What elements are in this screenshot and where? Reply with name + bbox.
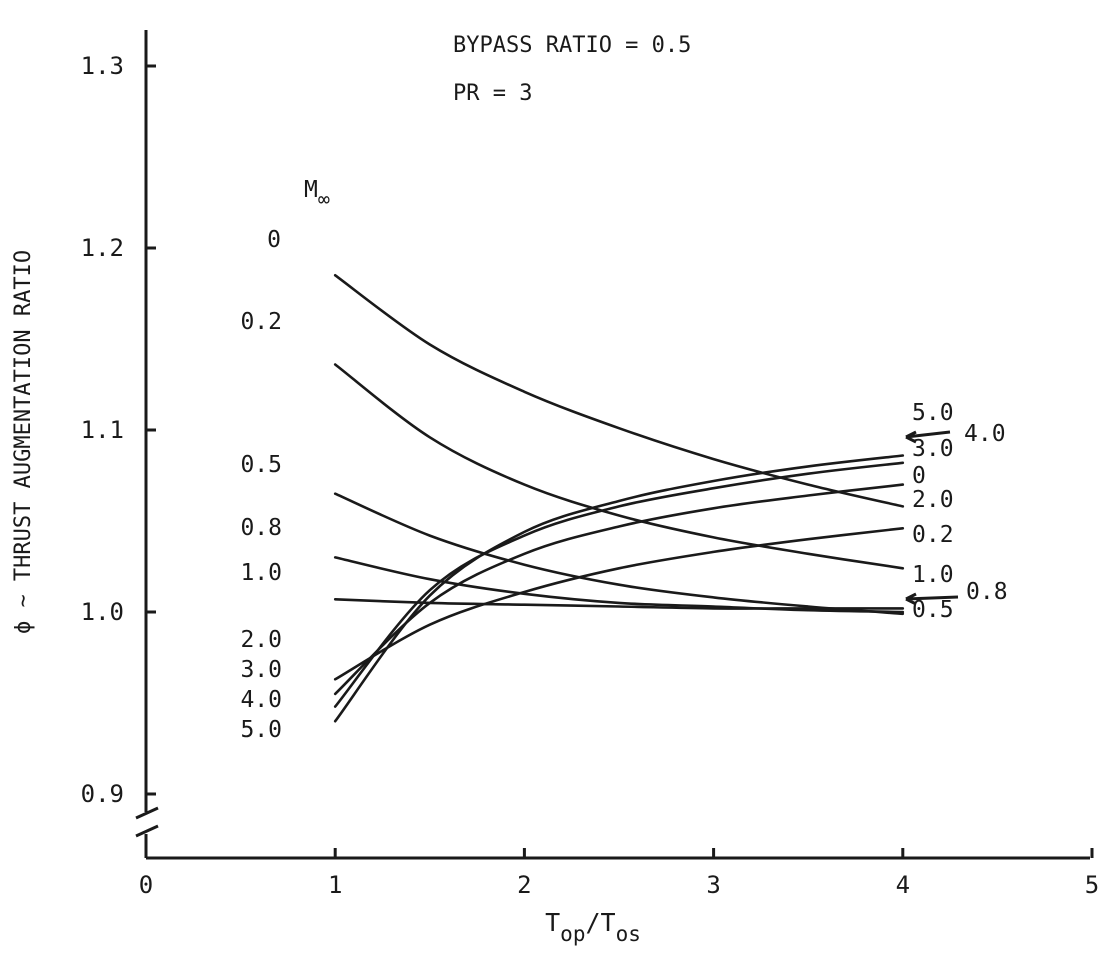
series-left-label: 3.0: [240, 657, 282, 683]
series-header-main: M: [304, 177, 318, 203]
series-left-label: 0: [267, 227, 281, 253]
x-ticks: 0 1 2 3 4 5: [139, 848, 1099, 899]
y-tick-label: 1.2: [81, 234, 124, 262]
x-axis-label-sub2: os: [616, 922, 641, 946]
x-tick-label: 5: [1085, 871, 1099, 899]
series-curve-m-3-0: [333, 483, 905, 696]
leader-arrow-m-0-8: [905, 592, 959, 606]
x-tick-label: 3: [706, 871, 720, 899]
leader-arrow-m-4-0: [905, 430, 951, 444]
series-curve-m-0-2: [333, 363, 905, 570]
series-right-label: 0: [912, 463, 926, 489]
x-tick-label: 4: [896, 871, 910, 899]
series-curve-m-5-0: [333, 454, 905, 723]
y-ticks: 0.9 1.0 1.1 1.2 1.3: [81, 52, 156, 808]
x-axis-label: Top/Tos: [545, 908, 641, 946]
series-left-label: 0.8: [240, 515, 282, 541]
series-left-label: 0.5: [240, 452, 282, 478]
series-curves: [333, 274, 905, 723]
series-curve-m-4-0: [333, 461, 905, 708]
annotation-pressure-ratio: PR = 3: [453, 81, 532, 106]
label-leaders: [905, 430, 959, 606]
series-right-label: 4.0: [964, 421, 1006, 447]
series-left-label: 5.0: [240, 717, 282, 743]
series-right-label: 2.0: [912, 487, 954, 513]
axes: [135, 30, 1090, 860]
x-axis-label-sub1: op: [560, 922, 585, 946]
x-tick-label: 1: [328, 871, 342, 899]
y-axis-label: ϕ ∼ THRUST AUGMENTATION RATIO: [11, 250, 36, 634]
series-right-label: 3.0: [912, 436, 954, 462]
axis-break-mark-lower: [135, 824, 159, 838]
series-curve-m-0-5: [333, 492, 905, 616]
x-tick-label: 0: [139, 871, 153, 899]
axis-break-mark-upper: [135, 806, 159, 820]
series-left-label: 0.2: [240, 309, 282, 335]
series-right-label: 0.5: [912, 597, 954, 623]
series-curve-m-0-8: [333, 556, 905, 614]
series-header-sub: ∞: [318, 187, 330, 211]
series-right-label: 0.8: [966, 579, 1008, 605]
annotation-bypass-ratio: BYPASS RATIO = 0.5: [453, 33, 691, 58]
series-left-label: 1.0: [240, 560, 282, 586]
y-tick-label: 0.9: [81, 780, 124, 808]
x-axis-label-main: T: [545, 908, 560, 937]
y-tick-label: 1.3: [81, 52, 124, 80]
series-right-label: 1.0: [912, 562, 954, 588]
series-left-label: 2.0: [240, 627, 282, 653]
series-left-label: 4.0: [240, 687, 282, 713]
series-curve-m-0: [333, 274, 905, 508]
y-tick-label: 1.1: [81, 416, 124, 444]
x-tick-label: 2: [517, 871, 531, 899]
x-axis-label-slash: /T: [585, 908, 615, 937]
series-header: M∞: [304, 177, 330, 211]
series-labels: 0 0 0.2 0.2 0.5 0.5 0.8 0.8 1.0 1.0 2.0 2.0 3.0 3.0 4.…: [240, 227, 1007, 743]
y-tick-label: 1.0: [81, 598, 124, 626]
series-curve-m-2-0: [333, 527, 905, 681]
series-right-label: 0.2: [912, 522, 954, 548]
series-right-label: 5.0: [912, 400, 954, 426]
